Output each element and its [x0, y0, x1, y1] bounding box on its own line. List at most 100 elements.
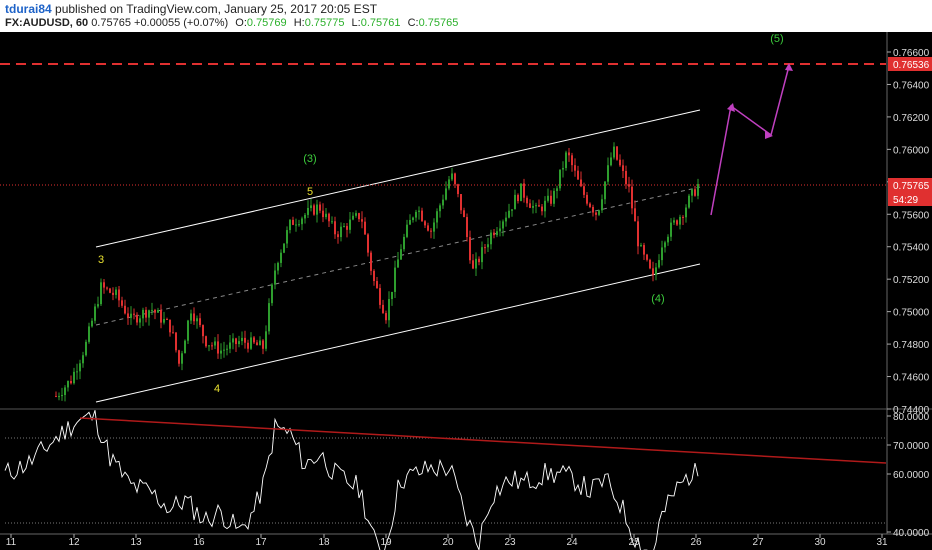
wave-projection-path[interactable] — [710, 65, 790, 216]
candle-body — [355, 213, 357, 216]
candle-body — [235, 338, 237, 345]
candle-body — [487, 244, 489, 248]
candle-body — [613, 146, 615, 158]
candle-body — [370, 252, 372, 271]
candle-body — [349, 219, 351, 230]
candle-body — [352, 215, 354, 220]
candle-body — [511, 209, 513, 211]
candle-body — [556, 188, 558, 191]
wave-label: (5) — [770, 33, 783, 45]
candle-body — [118, 289, 120, 301]
price-tick-label: 0.75600 — [893, 210, 930, 221]
symbol-label[interactable]: FX:AUDUSD, 60 — [5, 17, 89, 29]
time-tick-label: 25 — [628, 537, 640, 548]
rsi-tick-label: 80.0000 — [893, 412, 930, 423]
close-label: C: — [407, 17, 419, 29]
candle-body — [334, 221, 336, 235]
author-link[interactable]: tdurai84 — [5, 2, 52, 16]
countdown-tag-bg — [888, 192, 932, 206]
candle-body — [337, 234, 339, 238]
candle-body — [694, 189, 696, 196]
candle-body — [685, 207, 687, 218]
channel-upper-line[interactable] — [95, 109, 701, 248]
candle-body — [208, 345, 210, 347]
candle-body — [82, 355, 84, 364]
candle-body — [514, 194, 516, 210]
candle-body — [277, 262, 279, 271]
candle-body — [163, 318, 165, 323]
price-chart[interactable]: 3 4 (3) 5 (4) (5) 0.76600 0.76400 0.76200 0.76000… — [0, 32, 932, 550]
countdown-tag: 54:29 — [893, 195, 918, 206]
candle-body — [187, 320, 189, 341]
candle-body — [634, 208, 636, 222]
candle-body — [106, 287, 108, 289]
candle-body — [601, 199, 603, 211]
candle-body — [448, 179, 450, 189]
candle-body — [529, 203, 531, 208]
candle-body — [304, 214, 306, 219]
candle-body — [199, 318, 201, 326]
candle-body — [112, 292, 114, 295]
candle-body — [673, 220, 675, 223]
candle-body — [517, 194, 519, 202]
candle-body — [286, 230, 288, 244]
candle-body — [136, 314, 138, 323]
candle-body — [196, 318, 198, 322]
candle-body — [652, 268, 654, 275]
high-value: 0.75775 — [304, 17, 345, 29]
candle-body — [61, 394, 63, 397]
candle-body — [574, 165, 576, 171]
candle-body — [172, 332, 174, 334]
candle-body — [445, 188, 447, 200]
candle-body — [394, 267, 396, 292]
rsi-line — [4, 410, 699, 550]
candle-body — [379, 288, 381, 305]
candle-body — [109, 288, 111, 293]
candle-body — [550, 195, 552, 204]
candle-body — [343, 226, 345, 228]
candle-body — [184, 340, 186, 354]
candle-body — [292, 219, 294, 225]
candle-body — [88, 326, 90, 342]
candle-body — [121, 300, 123, 306]
candle-body — [427, 225, 429, 231]
candle-body — [610, 157, 612, 166]
candle-body — [682, 216, 684, 218]
candle-body — [547, 195, 549, 201]
candle-body — [616, 146, 618, 160]
candle-body — [130, 313, 132, 318]
candle-body — [469, 237, 471, 261]
resistance-price-tag: 0.76536 — [893, 60, 930, 71]
candle-body — [382, 304, 384, 314]
candle-body — [190, 313, 192, 321]
candle-body — [241, 337, 243, 342]
candle-body — [346, 226, 348, 230]
candle-body — [202, 325, 204, 337]
candle-body — [214, 341, 216, 346]
candle-body — [493, 232, 495, 236]
rsi-tick-label: 40.0000 — [893, 528, 930, 539]
candle-body — [631, 186, 633, 209]
candle-body — [313, 205, 315, 215]
candle-body — [490, 232, 492, 245]
candle-body — [148, 310, 150, 318]
candle-body — [472, 260, 474, 269]
candle-body — [415, 211, 417, 218]
candle-body — [70, 380, 72, 384]
candle-body — [151, 309, 153, 311]
close-value: 0.75765 — [418, 17, 459, 29]
candle-body — [154, 309, 156, 313]
candle-body — [697, 184, 699, 196]
candle-body — [298, 224, 300, 226]
rsi-trendline[interactable] — [79, 417, 887, 464]
time-tick-label: 27 — [752, 537, 764, 548]
candle-body — [496, 231, 498, 236]
rsi-tick-label: 60.0000 — [893, 470, 930, 481]
price-tick-label: 0.76600 — [893, 48, 930, 59]
candle-body — [142, 309, 144, 319]
channel-lower-line[interactable] — [95, 263, 701, 403]
candle-body — [166, 318, 168, 320]
candle-body — [526, 197, 528, 204]
candle-body — [643, 245, 645, 255]
candle-body — [64, 387, 66, 395]
